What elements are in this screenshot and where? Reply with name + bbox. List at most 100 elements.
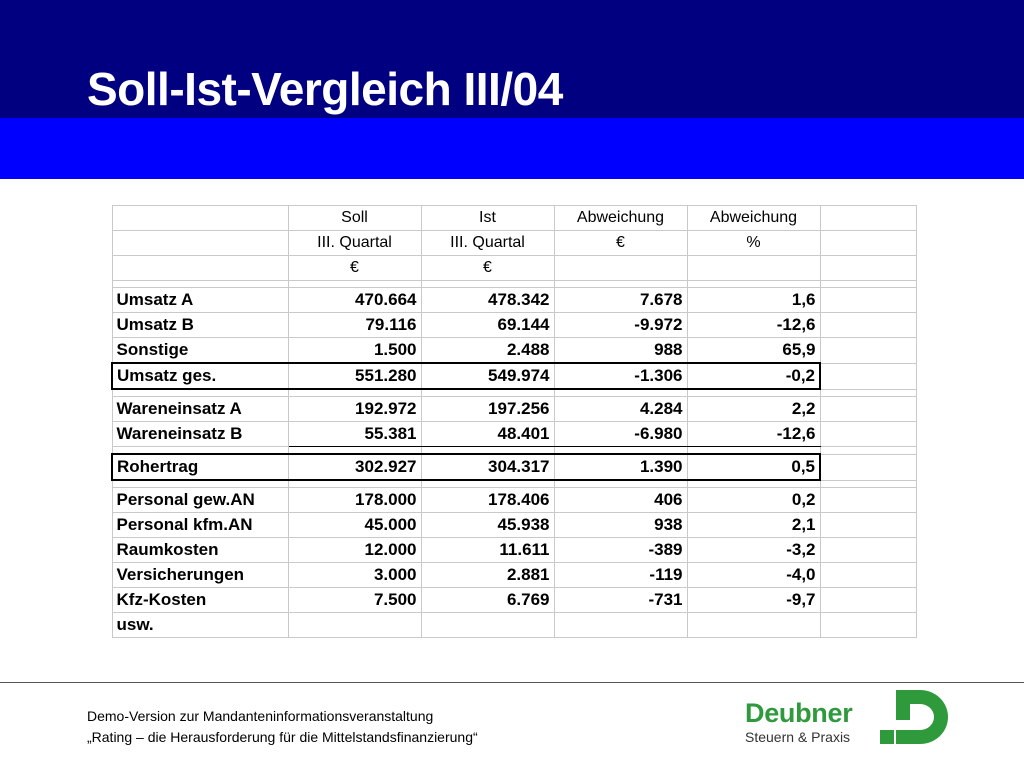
logo-name: Deubner: [745, 698, 853, 728]
cell-soll: 192.972: [287, 396, 422, 422]
table-spacer-cell: [287, 479, 422, 488]
cell-soll: [287, 612, 422, 638]
cell-abw-pct: -12,6: [686, 421, 821, 447]
cell-ist: 48.401: [420, 421, 555, 447]
table-spacer-cell: [553, 280, 688, 288]
row-label: Umsatz B: [111, 312, 289, 338]
cell-ist: 45.938: [420, 512, 555, 538]
table-header-cell: [111, 255, 289, 281]
cell-abw-pct: 1,6: [686, 287, 821, 313]
row-label: Versicherungen: [111, 562, 289, 588]
cell-ist: 197.256: [420, 396, 555, 422]
comparison-table: Soll Ist Abweichung Abweichung III. Quartal I…: [111, 205, 917, 638]
table-header-cell: [111, 205, 289, 231]
table-spacer-cell: [553, 446, 688, 455]
row-label: usw.: [111, 612, 289, 638]
cell-abw-eur: -731: [553, 587, 688, 613]
cell-abw-pct: 65,9: [686, 337, 821, 364]
table-spacer-cell: [111, 479, 289, 488]
table-row: Rohertrag 302.927 304.317 1.390 0,5: [111, 453, 917, 481]
table-spacer-row: [111, 446, 917, 455]
table-header-row: € €: [111, 255, 917, 281]
empty-cell: [819, 287, 917, 313]
logo-subtitle: Steuern & Praxis: [745, 729, 851, 745]
table-spacer-cell: [287, 388, 422, 397]
table-spacer-cell: [819, 479, 917, 488]
table-spacer-cell: [111, 280, 289, 288]
table-header-cell: [111, 230, 289, 256]
cell-abw-eur: 4.284: [553, 396, 688, 422]
table-header-cell: [686, 255, 821, 281]
empty-cell: [819, 337, 917, 364]
table-header-cell: [819, 255, 917, 281]
cell-ist: 304.317: [420, 453, 555, 481]
row-label: Personal kfm.AN: [111, 512, 289, 538]
empty-cell: [819, 512, 917, 538]
title-banner-stripe: [0, 118, 1024, 179]
cell-ist: 11.611: [420, 537, 555, 563]
table-row: Wareneinsatz B 55.381 48.401 -6.980 -12,6: [111, 421, 917, 447]
cell-abw-eur: 1.390: [553, 453, 688, 481]
cell-ist: 478.342: [420, 287, 555, 313]
table-header-cell: Abweichung: [553, 205, 688, 231]
empty-cell: [819, 587, 917, 613]
cell-soll: 551.280: [287, 362, 422, 390]
cell-abw-eur: -1.306: [553, 362, 688, 390]
cell-abw-eur: 406: [553, 487, 688, 513]
table-spacer-cell: [420, 446, 555, 455]
cell-soll: 3.000: [287, 562, 422, 588]
table-row: Umsatz B 79.116 69.144 -9.972 -12,6: [111, 312, 917, 338]
cell-ist: 178.406: [420, 487, 555, 513]
row-label: Umsatz A: [111, 287, 289, 313]
table-spacer-cell: [686, 280, 821, 288]
cell-abw-pct: [686, 612, 821, 638]
cell-abw-eur: -389: [553, 537, 688, 563]
table-row: usw.: [111, 612, 917, 638]
empty-cell: [819, 487, 917, 513]
cell-abw-eur: 988: [553, 337, 688, 364]
empty-cell: [819, 562, 917, 588]
table-header-cell: €: [553, 230, 688, 256]
table-spacer-cell: [287, 280, 422, 288]
cell-abw-eur: [553, 612, 688, 638]
table-spacer-cell: [686, 388, 821, 397]
table-spacer-row: [111, 388, 917, 397]
empty-cell: [819, 612, 917, 638]
cell-abw-eur: -119: [553, 562, 688, 588]
cell-soll: 302.927: [287, 453, 422, 481]
cell-soll: 178.000: [287, 487, 422, 513]
table-row: Umsatz ges. 551.280 549.974 -1.306 -0,2: [111, 362, 917, 390]
empty-cell: [819, 396, 917, 422]
title-banner: [0, 0, 1024, 118]
cell-abw-pct: 2,1: [686, 512, 821, 538]
table-header-cell: [553, 255, 688, 281]
page-title: Soll-Ist-Vergleich III/04: [87, 63, 563, 115]
table-row: Sonstige 1.500 2.488 988 65,9: [111, 337, 917, 364]
table-spacer-row: [111, 280, 917, 288]
table-spacer-cell: [287, 446, 422, 455]
cell-abw-pct: -12,6: [686, 312, 821, 338]
empty-cell: [819, 537, 917, 563]
row-label: Umsatz ges.: [111, 362, 289, 390]
table-header-cell: %: [686, 230, 821, 256]
cell-soll: 45.000: [287, 512, 422, 538]
table-spacer-cell: [420, 479, 555, 488]
cell-soll: 470.664: [287, 287, 422, 313]
cell-ist: 69.144: [420, 312, 555, 338]
table-spacer-row: [111, 479, 917, 488]
cell-ist: 2.488: [420, 337, 555, 364]
cell-soll: 1.500: [287, 337, 422, 364]
deubner-logo-icon: [880, 690, 948, 744]
empty-cell: [819, 453, 917, 481]
table-row: Personal kfm.AN 45.000 45.938 938 2,1: [111, 512, 917, 538]
cell-abw-eur: -6.980: [553, 421, 688, 447]
table-spacer-cell: [111, 446, 289, 455]
table-header-cell: €: [420, 255, 555, 281]
footer-line-1: Demo-Version zur Mandanteninformationsve…: [87, 708, 434, 724]
row-label: Rohertrag: [111, 453, 289, 481]
cell-soll: 12.000: [287, 537, 422, 563]
cell-soll: 79.116: [287, 312, 422, 338]
cell-ist: 549.974: [420, 362, 555, 390]
row-label: Personal gew.AN: [111, 487, 289, 513]
table-header-cell: III. Quartal: [287, 230, 422, 256]
